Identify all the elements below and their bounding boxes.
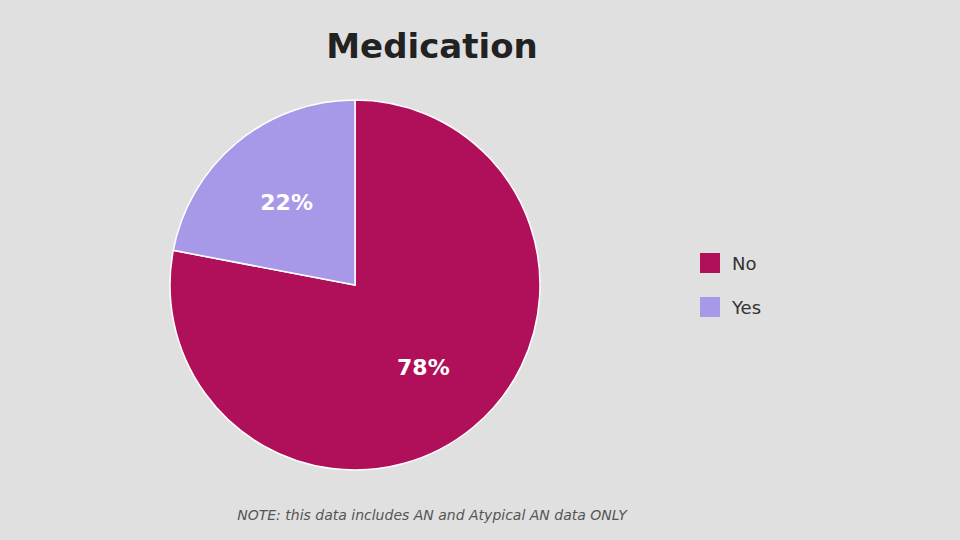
title: Medication (326, 26, 537, 66)
chart-container: Medication 78% 22% No Yes NOTE: this data inc… (0, 0, 960, 540)
data-labels: 78% 22% (260, 190, 449, 380)
pie-slice (170, 100, 540, 470)
legend-label: Yes (731, 297, 761, 318)
annotation: NOTE: this data includes AN and Atypical… (237, 507, 628, 523)
legend-swatch (700, 297, 720, 317)
pie (170, 100, 540, 470)
legend: No Yes (700, 253, 761, 318)
pie-slice (173, 100, 355, 285)
data-label: 78% (397, 355, 450, 380)
chart: Medication 78% 22% No Yes NOTE: this data inc… (0, 0, 960, 540)
data-label: 22% (260, 190, 313, 215)
legend-swatch (700, 253, 720, 273)
background (0, 0, 960, 540)
legend-label: No (732, 253, 756, 274)
